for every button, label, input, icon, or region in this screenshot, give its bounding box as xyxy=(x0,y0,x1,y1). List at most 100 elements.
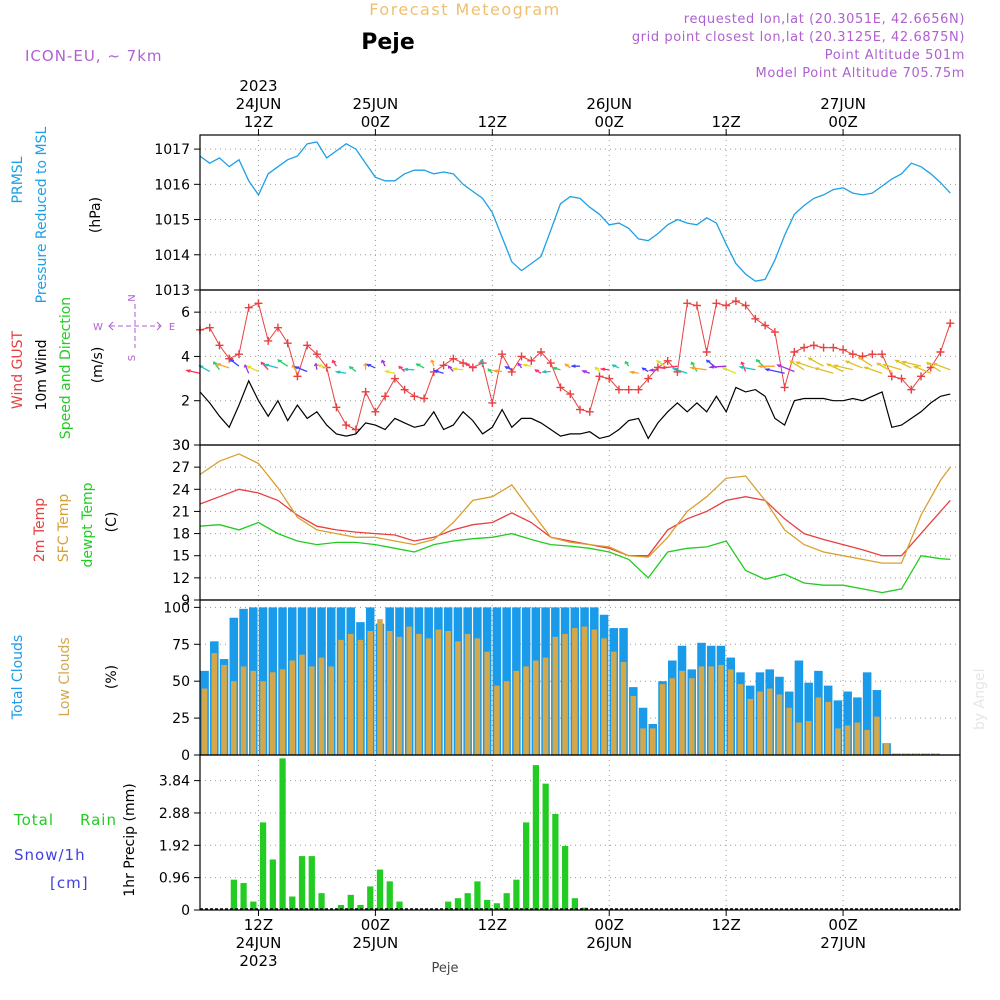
low-cloud-bar-20 xyxy=(396,636,403,755)
gust-marker-9 xyxy=(283,339,292,348)
low-cloud-bar-22 xyxy=(416,633,422,755)
gust-marker-60 xyxy=(780,383,789,392)
gust-marker-25 xyxy=(439,361,448,370)
total-cloud-bar-62 xyxy=(804,682,813,755)
low-cloud-bar-41 xyxy=(601,638,607,755)
clouds-ytick-label-3: 75 xyxy=(172,637,190,653)
low-cloud-bar-67 xyxy=(854,722,861,755)
low-cloud-bar-65 xyxy=(835,728,841,755)
wind-arrow-67 xyxy=(834,364,853,371)
wind-arrowhead-60 xyxy=(764,368,770,372)
pressure-ylabels: PRMSL Pressure Reduced to MSL (hPa) xyxy=(10,126,104,303)
wind-arrow-66 xyxy=(827,363,844,373)
wind-arrow-2 xyxy=(213,361,221,371)
wind-arrowhead-75 xyxy=(913,365,919,369)
low-cloud-bar-2 xyxy=(221,664,227,755)
gust-marker-70 xyxy=(878,350,887,359)
precip-bar-10 xyxy=(337,904,345,910)
precip-bar-16 xyxy=(396,901,403,910)
precip-bar-18 xyxy=(454,898,462,910)
low-cloud-bar-51 xyxy=(698,666,705,755)
precip-bar-13 xyxy=(367,886,374,910)
temperature-ytick-label-5: 24 xyxy=(172,482,190,498)
pressure-ytick-label-1: 1014 xyxy=(154,248,190,264)
gust-marker-34 xyxy=(527,356,536,365)
wind-arrowhead-9 xyxy=(277,359,283,363)
wind-arrow-7 xyxy=(260,361,269,371)
wind-arrow-12 xyxy=(315,363,318,370)
bottom-time-label-5-1: 27JUN xyxy=(820,934,866,952)
model-altitude: Model Point Altitude 705.75m xyxy=(756,66,965,81)
wind-arrowhead-34 xyxy=(521,363,528,368)
wind-arrowhead-72 xyxy=(882,363,888,367)
gust-marker-14 xyxy=(332,403,341,412)
wind-arrowhead-4 xyxy=(229,358,235,363)
wind-arrowhead-64 xyxy=(807,357,813,361)
gust-marker-72 xyxy=(897,374,906,383)
low-cloud-bar-5 xyxy=(250,670,257,755)
low-cloud-bar-31 xyxy=(503,681,510,755)
wind-arrow-50 xyxy=(673,367,688,374)
low-cloud-bar-54 xyxy=(727,669,734,755)
low-cloud-bar-28 xyxy=(474,638,481,755)
low-cloud-bar-44 xyxy=(630,695,637,755)
precip-ytick-label-1: 0.96 xyxy=(159,871,190,887)
precip-bar-14 xyxy=(376,869,384,910)
bottom-time-label-0-2: 2023 xyxy=(239,952,277,970)
low-cloud-bar-45 xyxy=(640,728,646,755)
wind-dir-label: Speed and Direction xyxy=(58,297,74,439)
low-cloud-bar-3 xyxy=(231,681,237,755)
wind-arrowhead-74 xyxy=(900,360,907,364)
low-cloud-bar-40 xyxy=(591,629,598,755)
wind-arrow-77 xyxy=(932,362,951,371)
wind-arrow-1 xyxy=(199,365,211,373)
sfc-temp-line xyxy=(199,453,951,564)
wind-arrow-52 xyxy=(690,367,707,371)
low-cloud-bar-11 xyxy=(308,666,315,755)
low-cloud-bar-64 xyxy=(825,701,831,755)
frame-layer xyxy=(199,134,961,911)
low-cloud-bar-48 xyxy=(669,678,676,755)
wind-arrow-9 xyxy=(277,359,289,367)
gust-marker-22 xyxy=(410,392,419,401)
wind-ytick-label-1: 2 xyxy=(181,394,190,410)
low-cloud-bar-71 xyxy=(893,753,900,755)
wind-arrow-11 xyxy=(295,366,308,373)
gust-marker-74 xyxy=(917,372,926,381)
wind-arrow-54 xyxy=(710,365,727,368)
prmsl-desc-label: Pressure Reduced to MSL xyxy=(34,126,50,303)
precip-bar-22 xyxy=(493,903,501,910)
precip-bar-19 xyxy=(464,893,471,910)
wind-arrow-64 xyxy=(808,357,824,367)
wind-arrowhead-33 xyxy=(517,362,522,366)
gust-marker-52 xyxy=(702,348,711,356)
top-time-label-1-1: 00Z xyxy=(361,113,390,131)
gust-marker-7 xyxy=(264,336,273,345)
wind-ylabels: Wind GUST 10m Wind Speed and Direction (… xyxy=(10,294,175,439)
wind-arrowhead-48 xyxy=(656,359,661,364)
gust-marker-1 xyxy=(205,323,214,332)
wind-arrowhead-21 xyxy=(398,365,403,369)
wind-arrowhead-63 xyxy=(794,361,801,365)
temperature-ytick-label-4: 21 xyxy=(172,504,190,520)
wind-arrow-73 xyxy=(895,359,912,369)
precip-bar-24 xyxy=(513,879,520,910)
bottom-time-label-1-1: 25JUN xyxy=(353,934,399,952)
precip-bar-12 xyxy=(357,904,364,910)
gust-marker-55 xyxy=(731,297,740,306)
precip-bar-17 xyxy=(445,901,452,910)
low-cloud-bar-75 xyxy=(932,753,939,755)
gust-marker-26 xyxy=(449,354,458,363)
gust-marker-6 xyxy=(254,299,263,308)
low-cloud-bar-57 xyxy=(757,691,763,755)
wind-arrow-75 xyxy=(914,365,932,374)
pressure-line xyxy=(199,141,951,282)
temperature-ytick-label-6: 27 xyxy=(172,460,190,476)
wind-arrowhead-30 xyxy=(487,368,492,372)
low-cloud-bar-12 xyxy=(318,657,325,755)
wind-arrow-3 xyxy=(216,363,230,369)
low-cloud-bar-62 xyxy=(805,721,812,755)
precip-bar-25 xyxy=(523,822,530,910)
gust-marker-2 xyxy=(215,341,224,350)
